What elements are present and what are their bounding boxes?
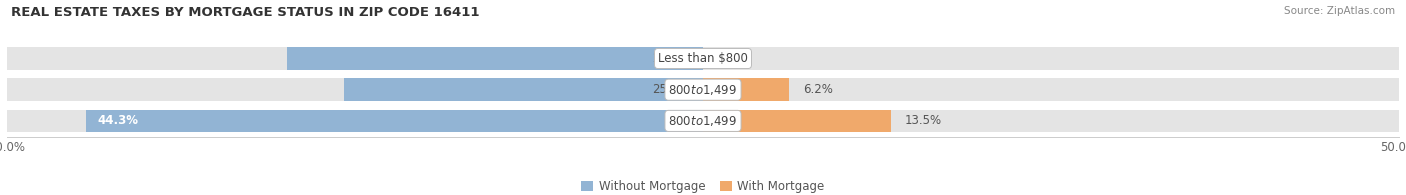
Bar [7,110,1399,132]
Bar [86,110,703,132]
Text: 29.9%: 29.9% [652,52,689,65]
Text: REAL ESTATE TAXES BY MORTGAGE STATUS IN ZIP CODE 16411: REAL ESTATE TAXES BY MORTGAGE STATUS IN … [11,6,479,19]
Bar [287,47,703,70]
Bar [7,78,1399,101]
Text: 0.0%: 0.0% [717,52,747,65]
Text: Source: ZipAtlas.com: Source: ZipAtlas.com [1284,6,1395,16]
Text: 6.2%: 6.2% [803,83,834,96]
Bar [7,47,1399,70]
Text: $800 to $1,499: $800 to $1,499 [668,114,738,128]
Text: Less than $800: Less than $800 [658,52,748,65]
Text: 25.8%: 25.8% [652,83,689,96]
Text: 13.5%: 13.5% [905,114,942,127]
Text: $800 to $1,499: $800 to $1,499 [668,83,738,97]
Bar [344,78,703,101]
Bar [703,78,789,101]
Text: 44.3%: 44.3% [97,114,139,127]
Bar [703,110,891,132]
Legend: Without Mortgage, With Mortgage: Without Mortgage, With Mortgage [576,176,830,195]
